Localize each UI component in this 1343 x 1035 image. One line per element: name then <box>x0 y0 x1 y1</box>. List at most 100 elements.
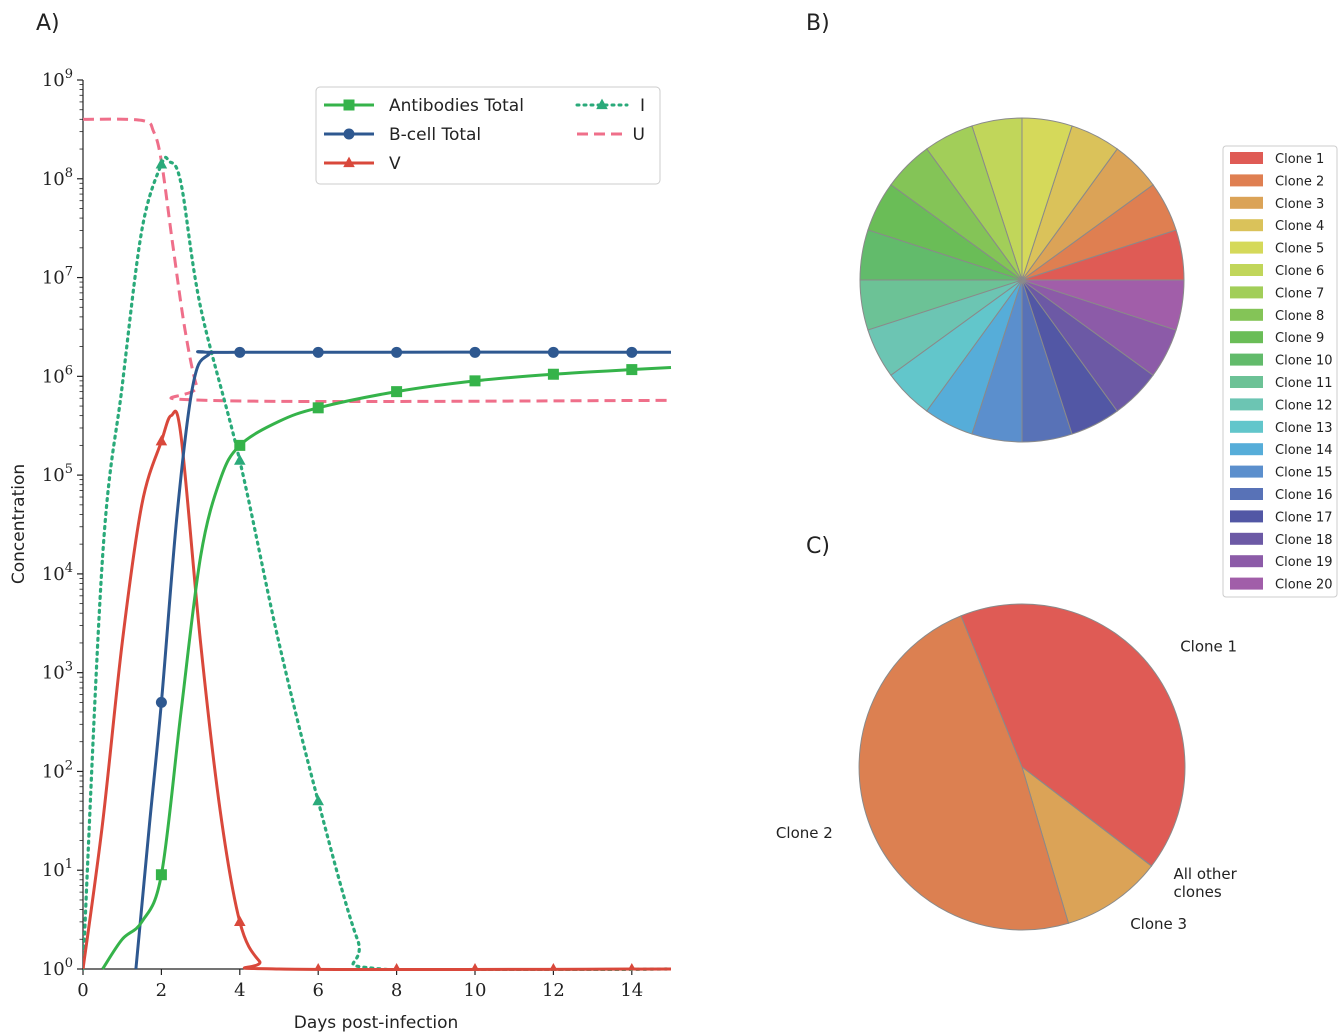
marker-v <box>549 962 558 970</box>
x-tick-label: 0 <box>77 980 88 1001</box>
pie-chart-top-clones: Clone 1 All other clones Clone 3 Clone 2 <box>776 603 1238 933</box>
legend-swatch <box>1230 532 1263 545</box>
marker-v <box>234 915 246 926</box>
marker-b-cell-total <box>469 346 481 358</box>
series-line-antibodies-total <box>101 366 672 970</box>
marker-antibodies-total <box>155 869 167 881</box>
marker-i <box>234 454 246 465</box>
marker-b-cell-total <box>391 346 403 358</box>
pie-label-clone-3: Clone 3 <box>1130 915 1187 933</box>
pie-slice-clone-3 <box>1021 765 1153 924</box>
legend-label: Clone 15 <box>1275 466 1333 481</box>
marker-b-cell-total <box>234 346 246 358</box>
legend-swatch <box>1230 510 1263 523</box>
line-chart-series <box>83 117 673 971</box>
legend-marker <box>596 98 608 110</box>
legend-swatch <box>1230 331 1263 344</box>
x-tick-label: 2 <box>156 980 167 1001</box>
x-tick-label: 4 <box>234 980 245 1001</box>
marker-b-cell-total <box>626 346 638 358</box>
marker-antibodies-total <box>312 402 324 414</box>
x-tick-label: 14 <box>620 980 643 1001</box>
y-tick-label: 101 <box>42 857 73 881</box>
legend-label: V <box>389 154 401 174</box>
marker-i <box>155 158 168 169</box>
legend-swatch <box>1230 196 1263 209</box>
legend-swatch <box>1230 465 1263 478</box>
series-line-u <box>83 117 672 404</box>
legend-label: Clone 1 <box>1275 152 1324 167</box>
legend-swatch <box>1230 398 1263 411</box>
legend-label: Clone 3 <box>1275 197 1324 212</box>
marker-b-cell-total <box>547 346 559 358</box>
y-tick-label: 100 <box>42 956 73 980</box>
marker-v <box>155 434 168 446</box>
marker-antibodies-total <box>469 375 481 387</box>
y-tick-label: 105 <box>42 462 73 486</box>
legend-label: I <box>640 96 645 116</box>
marker-v <box>392 962 401 970</box>
line-chart-axes <box>82 80 671 970</box>
legend-swatch <box>1230 308 1263 321</box>
x-tick-label: 8 <box>391 980 402 1001</box>
legend-label: Clone 17 <box>1275 510 1333 525</box>
pie-label-clone-1: Clone 1 <box>1180 638 1237 656</box>
line-chart: 0 2 4 6 8 10 12 14 100 101 102 103 104 105 106 107 108 10… <box>9 67 673 1033</box>
pie-slice-clone-20 <box>1021 279 1185 331</box>
legend-label: Clone 4 <box>1275 219 1324 234</box>
legend-swatch <box>1230 219 1263 232</box>
legend-label: Clone 18 <box>1275 533 1333 548</box>
y-tick-label: 103 <box>42 660 73 684</box>
legend-swatch <box>1230 152 1263 164</box>
panel-label-b: B) <box>806 11 830 36</box>
legend-label: Clone 19 <box>1275 555 1333 570</box>
marker-v <box>471 962 479 970</box>
pie-chart-all-clones-legend: Clone 1 Clone 2 Clone 3 Clone 4 Clone 5 Clone… <box>1222 145 1338 598</box>
legend-label: Clone 13 <box>1275 421 1333 436</box>
legend-swatch <box>1230 353 1263 366</box>
series-line-v <box>83 409 672 971</box>
pie-label-clone-2: Clone 2 <box>776 824 833 842</box>
y-tick-label: 107 <box>42 265 73 289</box>
legend-swatch <box>1230 555 1263 568</box>
y-tick-label: 109 <box>42 67 73 91</box>
marker-i <box>312 794 324 806</box>
y-tick-label: 108 <box>42 166 73 190</box>
pie-chart-all-clones <box>859 117 1185 443</box>
legend-swatch <box>1230 420 1263 433</box>
legend-label: Clone 11 <box>1275 376 1333 391</box>
x-tick-label: 10 <box>464 980 487 1001</box>
legend-label: Clone 6 <box>1275 264 1324 279</box>
legend-marker <box>343 156 355 168</box>
legend-label: B-cell Total <box>389 125 481 145</box>
series-line-i <box>83 155 673 971</box>
legend-label: Clone 2 <box>1275 174 1324 189</box>
legend-label: Clone 20 <box>1275 578 1333 593</box>
legend-marker <box>343 128 355 140</box>
pie-label-all-other-clones: All other clones <box>1174 865 1238 901</box>
legend-swatch <box>1230 286 1263 299</box>
legend-label: Clone 9 <box>1275 331 1324 346</box>
y-tick-label: 102 <box>42 758 73 782</box>
legend-swatch <box>1230 577 1263 590</box>
legend-swatch <box>1230 241 1263 254</box>
legend-frame <box>1222 145 1338 598</box>
legend-swatch <box>1230 443 1263 456</box>
legend-swatch <box>1230 174 1263 187</box>
legend-label: Clone 7 <box>1275 286 1324 301</box>
x-tick-label: 12 <box>542 980 565 1001</box>
legend-swatch <box>1230 376 1263 388</box>
marker-antibodies-total <box>547 368 559 380</box>
legend-marker <box>343 99 355 111</box>
legend-label: Clone 16 <box>1275 488 1333 503</box>
legend-swatch <box>1230 264 1263 276</box>
marker-b-cell-total <box>312 346 324 358</box>
legend-label: Clone 8 <box>1275 309 1324 324</box>
x-axis-label: Days post-infection <box>294 1013 459 1033</box>
legend-label: Clone 14 <box>1275 443 1333 458</box>
y-tick-label: 104 <box>42 561 73 585</box>
marker-b-cell-total <box>155 696 167 708</box>
marker-antibodies-total <box>626 364 638 376</box>
legend-frame <box>315 86 661 185</box>
y-tick-label: 106 <box>42 363 73 387</box>
